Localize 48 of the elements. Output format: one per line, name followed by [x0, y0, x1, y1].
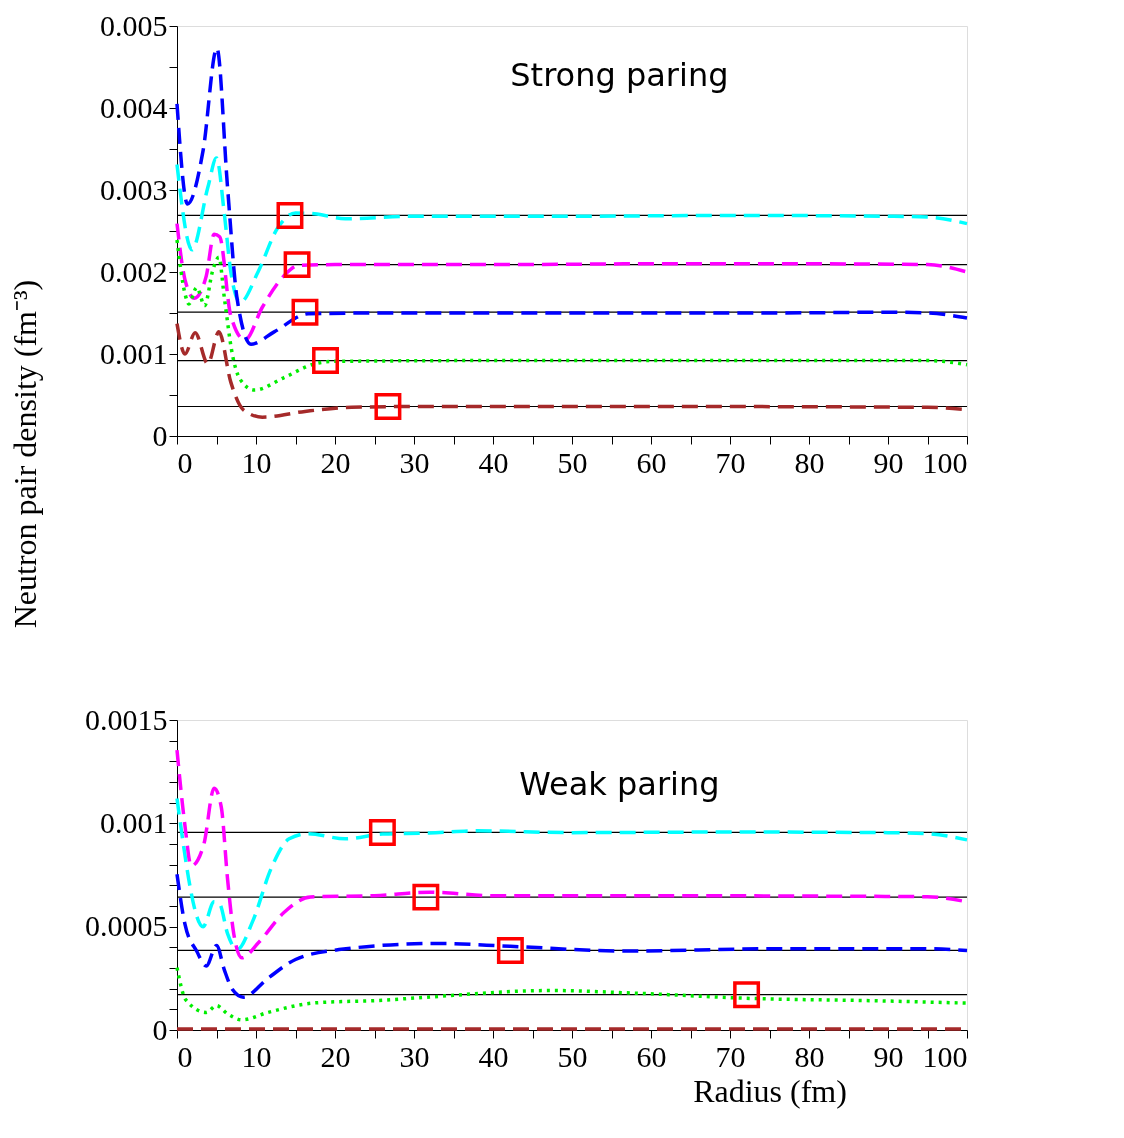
x-tick-label: 80 — [794, 1039, 825, 1073]
x-tick-label: 50 — [557, 445, 588, 479]
x-tick-label: 100 — [922, 445, 968, 479]
y-tick-label: 0.0005 — [85, 909, 168, 943]
y-tick-label: 0 — [152, 418, 168, 452]
line-series — [175, 965, 969, 1022]
x-tick-label: 80 — [794, 445, 825, 479]
x-tick-label: 70 — [715, 445, 746, 479]
line-series — [175, 238, 969, 392]
y-tick-label: 0.005 — [100, 8, 168, 42]
point — [291, 298, 319, 326]
x-tick-label: 10 — [241, 445, 272, 479]
y-tick-label: 0 — [152, 1012, 168, 1046]
y-tick-label: 0.002 — [100, 254, 168, 288]
x-tick-label: 20 — [320, 445, 351, 479]
x-tick-label: 90 — [873, 1039, 904, 1073]
y-tick-label: 0.003 — [100, 172, 168, 206]
x-tick-label: 10 — [241, 1039, 272, 1073]
x-tick-label: 0 — [177, 1039, 193, 1073]
x-tick-label: 60 — [636, 445, 667, 479]
x-axis-title: Radius (fm) — [693, 1072, 847, 1109]
point — [368, 818, 396, 846]
point — [733, 981, 761, 1009]
x-tick-label: 100 — [922, 1039, 968, 1073]
x-tick-label: 20 — [320, 1039, 351, 1073]
y-tick-label: 0.001 — [100, 805, 168, 839]
text: Strong paring — [510, 56, 729, 94]
x-tick-label: 40 — [478, 1039, 509, 1073]
text: Weak paring — [519, 765, 720, 803]
x-tick-label: 70 — [715, 1039, 746, 1073]
point — [312, 347, 339, 375]
x-tick-label: 30 — [399, 445, 430, 479]
y-tick-label: 0.0015 — [85, 702, 168, 736]
x-tick-label: 60 — [636, 1039, 667, 1073]
x-tick-label: 0 — [177, 445, 193, 479]
x-tick-label: 30 — [399, 1039, 430, 1073]
y-tick-label: 0.004 — [100, 90, 168, 124]
point — [283, 251, 311, 279]
x-tick-label: 90 — [873, 445, 904, 479]
y-axis-title: Neutron pair density (fm⁻³) — [6, 279, 43, 629]
y-tick-label: 0.001 — [100, 336, 168, 370]
point — [374, 393, 402, 420]
line-series — [175, 872, 969, 999]
x-tick-label: 50 — [557, 1039, 588, 1073]
point — [412, 883, 440, 911]
x-tick-label: 40 — [478, 445, 509, 479]
point — [496, 936, 524, 964]
point — [276, 201, 304, 229]
